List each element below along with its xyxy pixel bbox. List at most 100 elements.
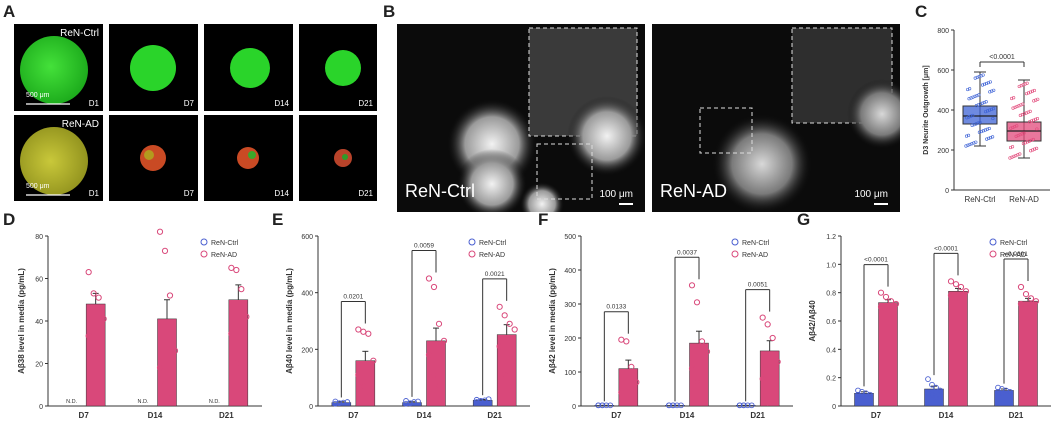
data-point-ad xyxy=(243,313,250,320)
data-point-ctrl xyxy=(403,398,409,404)
data-point-ad xyxy=(228,264,235,271)
spheroid-image xyxy=(130,45,176,91)
x-tick-label: D14 xyxy=(680,411,695,420)
data-point-ad xyxy=(892,300,900,308)
data-point-ctrl xyxy=(607,402,614,409)
chart-d: 0 20 40 60 80 Aβ38 level in media (pg/mL) ReN-… xyxy=(17,228,262,420)
legend-marker xyxy=(731,250,739,258)
data-point-ad xyxy=(877,289,885,296)
data-point xyxy=(1013,125,1017,129)
legend-label: ReN-Ctrl xyxy=(742,240,770,247)
data-point xyxy=(1021,141,1026,146)
y-tick-label: 300 xyxy=(564,302,576,309)
data-point-ctrl xyxy=(340,399,347,406)
data-point-ctrl xyxy=(599,402,606,409)
micrograph-image xyxy=(699,27,900,212)
data-point xyxy=(977,130,982,134)
panel-letter-b: B xyxy=(383,2,396,21)
bar-ad xyxy=(157,318,177,407)
data-point-ad xyxy=(501,312,508,319)
data-point-ad xyxy=(877,303,885,310)
p-value: 0.0201 xyxy=(343,294,363,301)
legend-label: ReN-AD xyxy=(742,252,768,259)
data-point-ad xyxy=(85,269,92,276)
legend-label: ReN-AD xyxy=(1000,252,1026,259)
data-point-ad xyxy=(957,283,965,291)
data-point xyxy=(987,136,991,140)
data-point xyxy=(974,103,978,108)
data-point xyxy=(990,89,994,93)
data-point-ctrl xyxy=(748,402,755,409)
y-tick-label: 400 xyxy=(301,291,313,298)
micrograph-ctrl: ReN-Ctrl 100 μm xyxy=(397,24,645,212)
data-point xyxy=(974,122,978,126)
data-point-ctrl xyxy=(666,402,672,409)
data-point xyxy=(979,74,983,78)
data-point-ad xyxy=(769,334,776,342)
data-point-ad xyxy=(355,326,362,333)
data-point-ad xyxy=(501,371,508,378)
data-point xyxy=(989,136,993,140)
x-tick-label: ReN-AD xyxy=(1009,195,1039,204)
legend-marker xyxy=(468,238,476,246)
legend-label: ReN-AD xyxy=(479,252,505,259)
data-point-ad xyxy=(511,326,518,333)
y-tick-label: 0 xyxy=(39,404,43,411)
data-point-ctrl xyxy=(999,390,1005,397)
data-point xyxy=(1031,118,1036,122)
x-tick-label: D21 xyxy=(219,411,234,420)
x-tick-label: D7 xyxy=(348,411,359,420)
scale-bar-label: 100 μm xyxy=(599,189,633,200)
data-point xyxy=(1012,154,1016,158)
y-tick-label: 0.6 xyxy=(826,319,836,326)
data-point-ad xyxy=(759,375,766,382)
data-point-ad xyxy=(161,247,169,254)
day-label: D21 xyxy=(358,99,373,108)
data-point xyxy=(1014,134,1018,138)
data-point xyxy=(973,76,977,80)
y-tick-label: 600 xyxy=(937,68,949,75)
not-detected-label: N.D. xyxy=(209,399,220,405)
data-point xyxy=(1019,103,1023,107)
data-point-ad xyxy=(506,383,513,390)
data-point xyxy=(985,127,989,131)
tile-ad-d7: D7 xyxy=(109,115,198,201)
data-point-ad xyxy=(1017,283,1025,291)
day-label: D14 xyxy=(274,99,289,108)
chart-e: 0 200 400 600 Aβ40 level in media (pg/mL) ReN… xyxy=(285,234,530,420)
data-point xyxy=(971,95,975,99)
data-point xyxy=(1025,140,1029,144)
data-point xyxy=(1031,148,1035,152)
scale-bar-label: 500 μm xyxy=(26,183,50,190)
data-point-ad xyxy=(156,364,164,371)
data-point xyxy=(1023,141,1027,145)
bar-ad xyxy=(948,291,968,407)
data-point xyxy=(1035,127,1039,131)
data-point-ad xyxy=(628,363,635,370)
y-axis-label: Aβ40 level in media (pg/mL) xyxy=(285,268,294,374)
data-point xyxy=(986,81,990,85)
data-point-ad xyxy=(90,290,97,297)
data-point xyxy=(975,75,979,79)
data-point xyxy=(1029,138,1033,142)
y-tick-label: 40 xyxy=(35,319,43,326)
data-point xyxy=(981,73,985,77)
y-tick-label: 200 xyxy=(564,336,576,343)
row-label-ctrl: ReN-Ctrl xyxy=(60,28,99,39)
y-tick-label: 800 xyxy=(937,28,949,35)
data-point-ad xyxy=(435,320,443,327)
data-point xyxy=(1035,116,1040,121)
data-point xyxy=(1017,104,1021,108)
data-point-ad xyxy=(430,371,438,378)
data-point xyxy=(1010,145,1015,149)
data-point xyxy=(1016,133,1020,138)
panel-letter-c: C xyxy=(915,2,928,21)
data-point-ad xyxy=(233,266,240,274)
data-point xyxy=(1018,152,1022,156)
x-tick-label: D7 xyxy=(871,411,882,420)
y-tick-label: 0 xyxy=(309,404,313,411)
data-point xyxy=(984,100,988,104)
tile-ctrl-d7: D7 xyxy=(109,24,198,111)
data-point xyxy=(1009,126,1013,130)
legend-label: ReN-Ctrl xyxy=(1000,240,1028,247)
